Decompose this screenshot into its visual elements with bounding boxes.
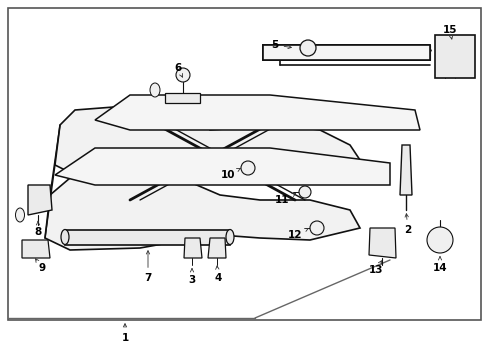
Polygon shape <box>95 95 419 130</box>
Circle shape <box>298 186 310 198</box>
Text: 8: 8 <box>34 221 41 237</box>
Text: 6: 6 <box>174 63 182 77</box>
Text: 13: 13 <box>368 261 383 275</box>
Text: 9: 9 <box>36 259 45 273</box>
Polygon shape <box>434 35 474 78</box>
Ellipse shape <box>150 83 160 97</box>
Circle shape <box>309 221 324 235</box>
Text: 5: 5 <box>271 40 291 50</box>
Text: 1: 1 <box>121 324 128 343</box>
Text: 11: 11 <box>274 193 295 205</box>
Polygon shape <box>55 148 389 185</box>
Polygon shape <box>22 240 50 258</box>
Polygon shape <box>55 105 359 178</box>
Polygon shape <box>207 238 225 258</box>
Polygon shape <box>45 175 359 250</box>
Polygon shape <box>263 45 429 60</box>
Polygon shape <box>183 238 202 258</box>
Circle shape <box>299 40 315 56</box>
Text: 4: 4 <box>214 266 221 283</box>
Circle shape <box>241 161 254 175</box>
Bar <box>8 8 480 320</box>
Polygon shape <box>65 230 229 245</box>
Ellipse shape <box>61 230 69 244</box>
Text: 3: 3 <box>188 269 195 285</box>
Ellipse shape <box>16 208 24 222</box>
Text: 12: 12 <box>287 228 307 240</box>
Polygon shape <box>164 93 200 103</box>
Polygon shape <box>399 145 411 195</box>
Circle shape <box>176 68 190 82</box>
Circle shape <box>426 227 452 253</box>
Ellipse shape <box>225 230 234 244</box>
Text: 2: 2 <box>404 214 411 235</box>
Text: 10: 10 <box>220 168 240 180</box>
Text: 7: 7 <box>144 251 151 283</box>
Text: 14: 14 <box>432 257 447 273</box>
Polygon shape <box>28 185 52 215</box>
Text: 15: 15 <box>442 25 456 39</box>
Polygon shape <box>368 228 395 258</box>
